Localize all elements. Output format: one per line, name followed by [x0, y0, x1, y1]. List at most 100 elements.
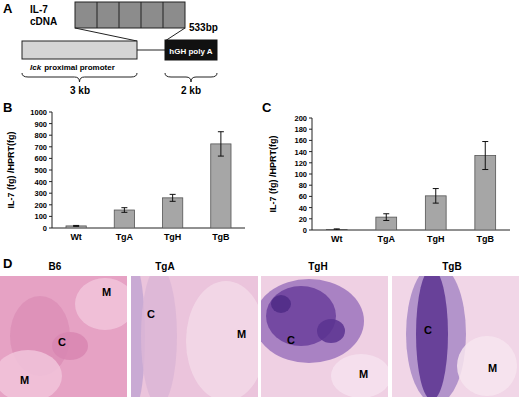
brace — [22, 73, 137, 82]
region-label: M — [237, 328, 246, 340]
error-line — [172, 194, 173, 201]
error-bar — [334, 229, 340, 230]
promoter-label: lckproximal promoter — [30, 63, 115, 72]
y-tick-label: 20 — [299, 215, 307, 224]
x-tick-label: TgH — [427, 234, 445, 244]
image-title: TgH — [308, 261, 327, 272]
error-cap — [383, 213, 389, 214]
error-cap — [218, 131, 224, 132]
size-label: 3 kb — [70, 85, 90, 96]
y-tick-label: 800 — [34, 131, 47, 140]
y-tick-label: 60 — [299, 192, 307, 201]
chart: CIL-7 (fg) /HPRT(fg)02040608010012014016… — [262, 100, 510, 244]
cdna-divider — [119, 2, 120, 28]
error-line — [220, 132, 221, 156]
y-tick-label: 300 — [34, 189, 47, 198]
error-cap — [170, 194, 176, 195]
promoter-rest: proximal promoter — [44, 63, 115, 72]
bar — [326, 229, 347, 230]
y-tick-label: 600 — [34, 154, 47, 163]
y-tick-label: 180 — [294, 125, 307, 134]
x-tick-label: TgA — [116, 232, 134, 242]
y-tick-label: 900 — [34, 120, 47, 129]
y-tick-label: 120 — [294, 159, 307, 168]
error-bar — [73, 225, 79, 227]
error-bar — [121, 208, 127, 213]
y-tick-label: 80 — [299, 181, 307, 190]
y-axis — [312, 118, 313, 230]
region-label: M — [20, 374, 29, 386]
y-tick-label: 0 — [303, 226, 307, 235]
cdna-divider — [163, 2, 164, 28]
error-cap — [334, 228, 340, 229]
x-tick-label: TgA — [378, 234, 396, 244]
error-line — [124, 208, 125, 213]
region-label: M — [359, 368, 368, 380]
error-line — [386, 214, 387, 221]
x-tick-label: TgB — [477, 234, 495, 244]
connector — [75, 28, 137, 41]
error-bar — [218, 132, 224, 156]
error-cap — [218, 156, 224, 157]
panel-label: C — [262, 100, 272, 115]
micrograph — [261, 276, 388, 397]
insert-label: IL-7 — [30, 4, 48, 15]
y-tick-label: 160 — [294, 136, 307, 145]
tissue-region — [457, 336, 517, 396]
y-tick-label: 1000 — [30, 108, 47, 117]
error-cap — [482, 169, 488, 170]
x-tick-label: Wt — [331, 234, 343, 244]
error-cap — [73, 225, 79, 226]
panel-label: B — [3, 100, 12, 115]
error-cap — [482, 141, 488, 142]
error-bar — [383, 214, 389, 221]
bar — [66, 226, 86, 228]
image-title: TgA — [155, 261, 174, 272]
y-tick-label: 200 — [34, 201, 47, 210]
tissue-region — [317, 319, 345, 343]
error-line — [435, 189, 436, 204]
polya-label: hGH poly A — [169, 47, 212, 56]
error-cap — [170, 201, 176, 202]
tissue — [0, 276, 127, 397]
promoter-box — [22, 41, 137, 59]
y-tick-label: 0 — [43, 224, 47, 233]
tissue-region — [186, 281, 258, 397]
tissue-region — [141, 276, 177, 397]
image-title: B6 — [49, 261, 62, 272]
error-cap — [383, 220, 389, 221]
tissue-region — [52, 332, 88, 360]
y-tick-label: 100 — [34, 212, 47, 221]
error-bar — [433, 189, 439, 204]
error-cap — [433, 203, 439, 204]
size-label: 2 kb — [181, 85, 201, 96]
region-label: M — [102, 286, 111, 298]
y-tick-label: 40 — [299, 204, 307, 213]
micrograph — [131, 276, 258, 397]
error-bar — [170, 194, 176, 201]
micrograph — [0, 276, 127, 397]
region-label: C — [287, 334, 295, 346]
cdna-box — [75, 2, 185, 28]
error-line — [485, 142, 486, 170]
insert-label: cDNA — [30, 16, 57, 27]
tissue-region — [416, 276, 448, 397]
y-tick-label: 400 — [34, 178, 47, 187]
panel-label: A — [3, 1, 13, 16]
panel-label: D — [3, 256, 12, 271]
region-label: C — [58, 336, 66, 348]
marks — [326, 142, 495, 230]
cdna-divider — [97, 2, 98, 28]
image-title: TgB — [442, 261, 461, 272]
y-tick-label: 500 — [34, 166, 47, 175]
brace — [165, 73, 217, 82]
tissue-region — [271, 295, 291, 313]
promoter-prefix: lck — [30, 63, 42, 72]
tissue-region — [406, 276, 466, 397]
figure: AIL-7cDNA533bphGH poly Alckproximal prom… — [0, 0, 520, 397]
y-tick-label: 200 — [294, 114, 307, 123]
error-cap — [334, 230, 340, 231]
error-cap — [433, 188, 439, 189]
x-tick-label: TgB — [212, 232, 230, 242]
error-cap — [121, 207, 127, 208]
